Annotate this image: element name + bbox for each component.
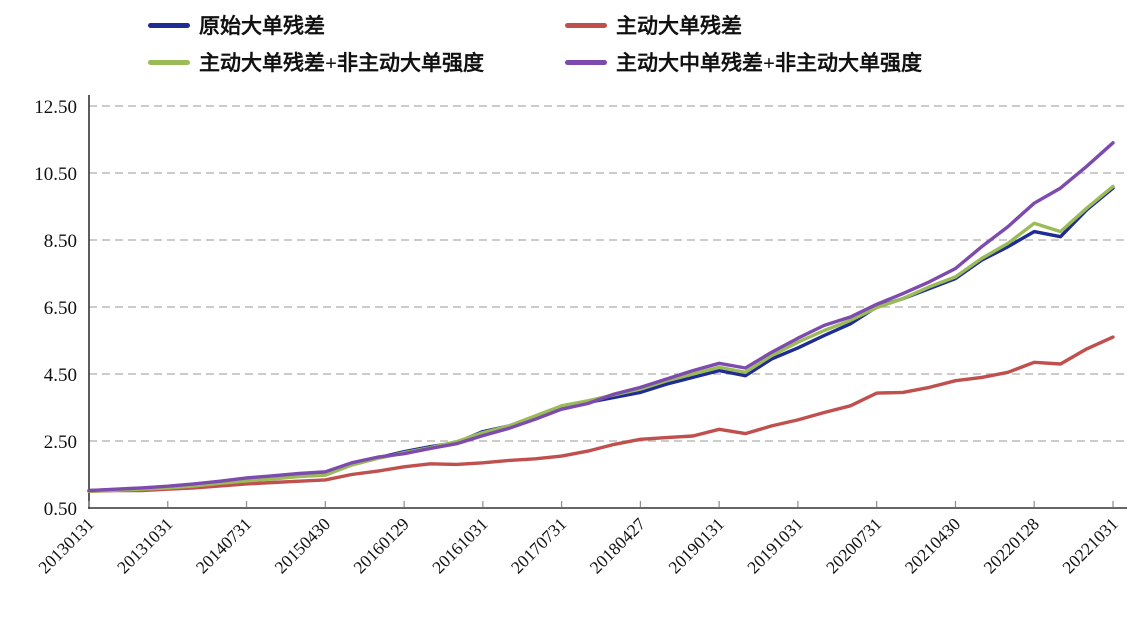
y-axis-tick-label: 8.50 <box>44 231 77 252</box>
y-axis-tick-label: 4.50 <box>44 365 77 386</box>
y-axis-tick-label: 10.50 <box>34 164 77 185</box>
legend-item-1: 主动大单残差 <box>565 10 922 40</box>
x-axis-tick-label: 20180427 <box>586 514 650 578</box>
legend-line-swatch-2 <box>148 59 190 65</box>
y-axis-tick-label: 0.50 <box>44 499 77 520</box>
y-axis-tick-label: 2.50 <box>44 432 77 453</box>
legend-label-2: 主动大单残差+非主动大单强度 <box>199 51 484 75</box>
x-axis-tick-label: 20170731 <box>507 514 571 578</box>
x-axis-tick-label: 20161031 <box>428 514 492 578</box>
x-axis-tick-label: 20200731 <box>822 514 886 578</box>
y-axis-tick-label: 12.50 <box>34 97 77 118</box>
x-axis-tick-label: 20131031 <box>113 514 177 578</box>
legend-item-2: 主动大单残差+非主动大单强度 <box>148 47 565 77</box>
series-line-3 <box>87 141 1115 493</box>
x-axis-tick-label: 20221031 <box>1058 514 1122 578</box>
series-line-2 <box>87 184 1115 493</box>
y-axis-tick-label: 6.50 <box>44 298 77 319</box>
x-axis-tick-label: 20190131 <box>664 514 728 578</box>
x-axis-tick-label: 20210430 <box>901 514 965 578</box>
legend-line-swatch-1 <box>565 22 607 28</box>
legend-line-swatch-3 <box>565 59 607 65</box>
series-line-0 <box>87 186 1115 493</box>
x-axis-tick-label: 20160129 <box>349 514 413 578</box>
legend-label-0: 原始大单残差 <box>199 14 325 38</box>
legend-line-swatch-0 <box>148 22 190 28</box>
legend-label-3: 主动大中单残差+非主动大单强度 <box>616 51 922 75</box>
legend-item-0: 原始大单残差 <box>148 10 565 40</box>
x-axis-tick-label: 20140731 <box>192 514 256 578</box>
chart-legend: 原始大单残差 主动大单残差主动大单残差+非主动大单强度 主动大中单残差+非主动大单强… <box>148 10 922 77</box>
legend-item-3: 主动大中单残差+非主动大单强度 <box>565 47 922 77</box>
x-axis-tick-label: 20220128 <box>979 514 1043 578</box>
x-axis-tick-label: 20191031 <box>743 514 807 578</box>
series-line-1 <box>87 335 1115 493</box>
x-axis-tick-label: 20130131 <box>34 514 98 578</box>
legend-label-1: 主动大单残差 <box>616 14 742 38</box>
x-axis-tick-label: 20150430 <box>270 514 334 578</box>
